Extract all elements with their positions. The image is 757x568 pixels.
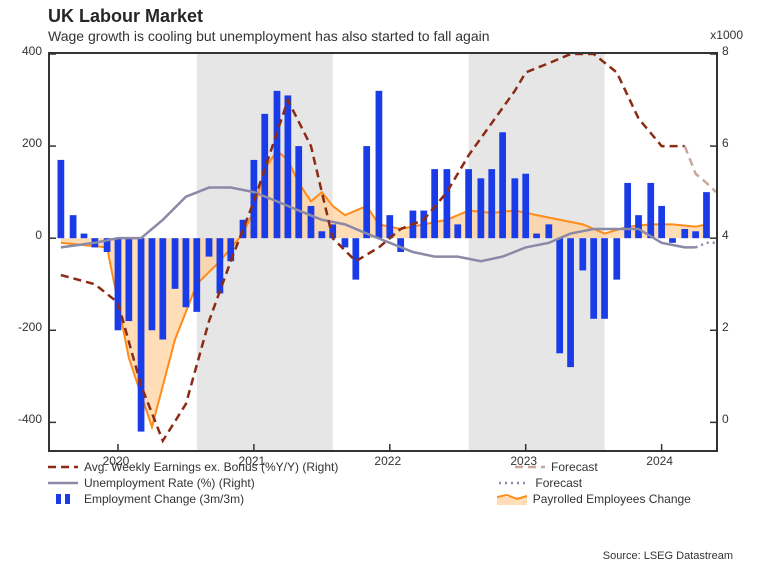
- legend-item-unemployment-forecast: Forecast: [499, 476, 582, 490]
- chart-subtitle: Wage growth is cooling but unemployment …: [48, 28, 490, 44]
- legend-item-employment: Employment Change (3m/3m): [48, 492, 244, 506]
- chart-svg: [50, 54, 716, 450]
- legend-label: Employment Change (3m/3m): [84, 492, 244, 506]
- legend-label: Payrolled Employees Change: [533, 492, 691, 506]
- legend: Avg. Weekly Earnings ex. Bonus (%Y/Y) (R…: [48, 460, 728, 508]
- legend-item-earnings-forecast: Forecast: [515, 460, 598, 474]
- legend-item-earnings: Avg. Weekly Earnings ex. Bonus (%Y/Y) (R…: [48, 460, 338, 474]
- right-axis-unit: x1000: [710, 28, 743, 42]
- source-note: Source: LSEG Datastream: [603, 550, 733, 562]
- chart-title: UK Labour Market: [48, 6, 203, 27]
- chart-container: UK Labour Market Wage growth is cooling …: [0, 0, 757, 568]
- legend-item-unemployment: Unemployment Rate (%) (Right): [48, 476, 255, 490]
- legend-label: Forecast: [551, 460, 598, 474]
- legend-label: Unemployment Rate (%) (Right): [84, 476, 255, 490]
- legend-label: Forecast: [535, 476, 582, 490]
- legend-label: Avg. Weekly Earnings ex. Bonus (%Y/Y) (R…: [84, 460, 338, 474]
- legend-item-payrolled: Payrolled Employees Change: [497, 492, 691, 506]
- plot-area: [48, 52, 718, 452]
